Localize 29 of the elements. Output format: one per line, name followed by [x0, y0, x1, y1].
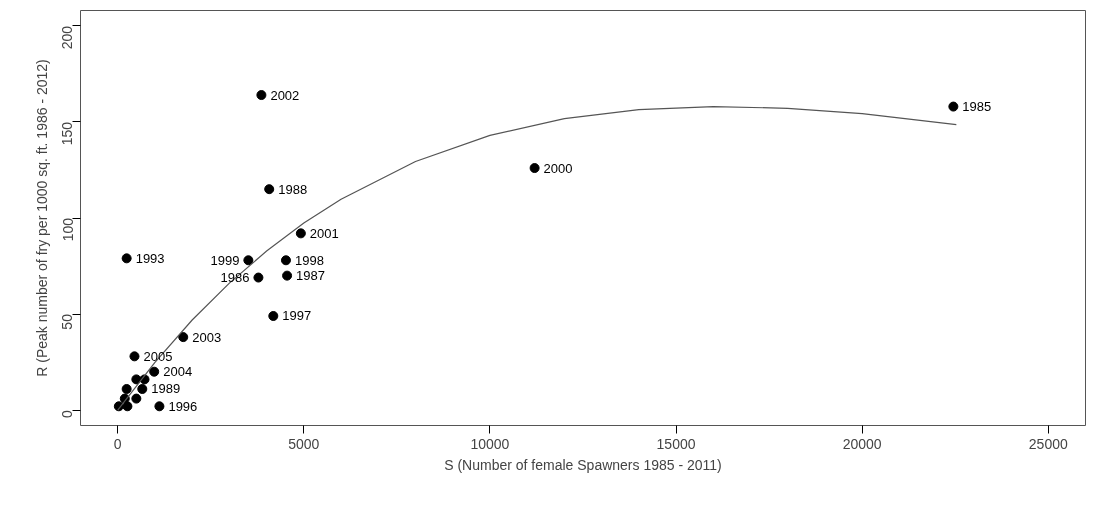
- x-tick-label: 0: [113, 435, 122, 452]
- annotation: 1985: [962, 99, 992, 115]
- y-axis-title: R (Peak number of fry per 1000 sq. ft. 1986 - 2012): [33, 59, 50, 377]
- y-tick-label: 50: [59, 313, 76, 330]
- annotation: 1989: [151, 381, 181, 397]
- y-tick-label: 200: [59, 25, 76, 50]
- annotation: 2000: [543, 160, 573, 176]
- annotation: 2001: [309, 225, 339, 241]
- y-tick-label: 0: [59, 409, 76, 418]
- y-tick-label: 150: [59, 121, 76, 146]
- x-tick-label: 25000: [1028, 435, 1068, 452]
- annotation: 2002: [270, 87, 300, 103]
- annotation: 1986: [220, 270, 250, 286]
- annotation: 1987: [296, 268, 326, 284]
- y-tick-label: 100: [59, 217, 76, 242]
- annotation: 1999: [210, 252, 240, 268]
- x-tick-label: 5000: [288, 435, 320, 452]
- annotation: 1998: [294, 252, 324, 268]
- annotation: 2004: [163, 364, 193, 380]
- annotation: 2005: [143, 348, 173, 364]
- x-tick-label: 10000: [470, 435, 510, 452]
- annotation: 1997: [282, 308, 312, 324]
- annotation: 2003: [192, 329, 222, 345]
- x-tick-label: 15000: [656, 435, 696, 452]
- annotation: 1988: [278, 181, 308, 197]
- annotation: 1996: [168, 398, 198, 414]
- x-tick-label: 20000: [842, 435, 882, 452]
- annotation: 1993: [135, 250, 165, 266]
- x-axis-title: S (Number of female Spawners 1985 - 2011): [444, 456, 722, 473]
